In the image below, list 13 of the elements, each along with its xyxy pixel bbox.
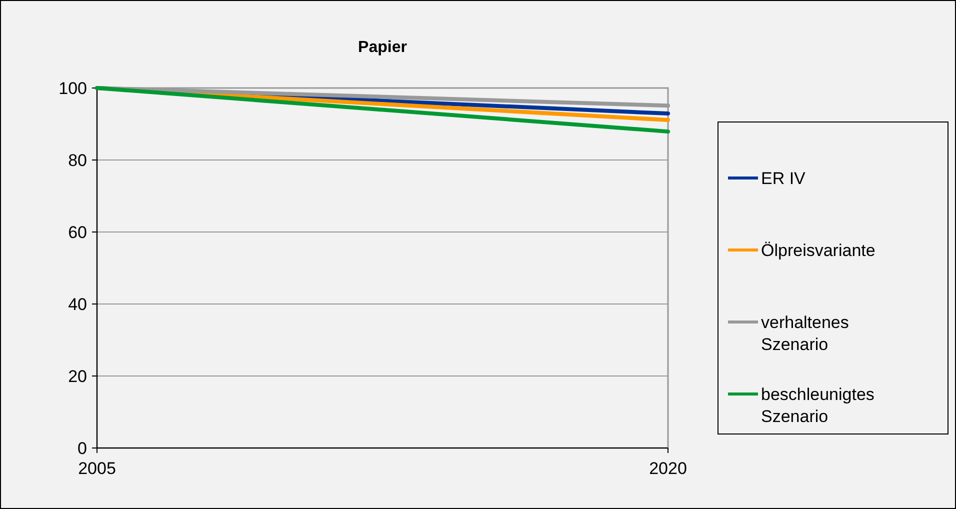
y-tick-label: 0 — [78, 438, 87, 458]
x-tick-label: 2020 — [649, 459, 687, 478]
chart-title: Papier — [358, 39, 407, 56]
legend-label: Ölpreisvariante — [761, 240, 876, 260]
legend-label: beschleunigtes Szenario — [761, 384, 874, 426]
legend-label: ER IV — [761, 168, 806, 188]
y-tick-label: 80 — [68, 150, 87, 170]
y-tick-label: 20 — [68, 366, 87, 386]
y-tick-label: 40 — [68, 294, 87, 314]
y-tick-label: 100 — [58, 78, 87, 98]
y-tick-label: 60 — [68, 222, 87, 242]
legend-label: verhaltenes Szenario — [761, 312, 849, 354]
x-tick-label: 2005 — [78, 459, 116, 478]
